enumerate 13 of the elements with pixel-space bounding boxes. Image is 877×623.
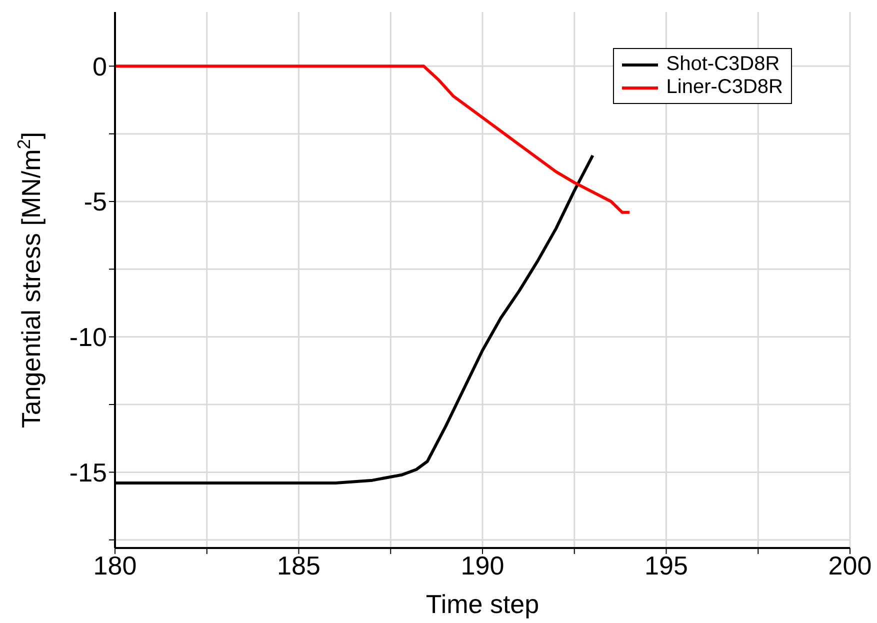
x-tick-label: 190: [460, 550, 504, 580]
x-tick-label: 180: [93, 550, 137, 580]
legend-label: Liner-C3D8R: [666, 76, 783, 99]
legend-label: Shot-C3D8R: [666, 53, 780, 76]
line-series: [115, 64, 631, 214]
y-tick-label: 0: [92, 51, 107, 82]
x-tick-label: 195: [644, 550, 688, 580]
y-tick-label: -15: [69, 457, 107, 488]
y-tick-label: -10: [69, 322, 107, 352]
x-tick-label: 185: [277, 550, 320, 580]
x-axis-title: Time step: [426, 589, 540, 619]
x-tick-label: 200: [828, 550, 872, 580]
y-tick-label: -5: [84, 186, 107, 217]
